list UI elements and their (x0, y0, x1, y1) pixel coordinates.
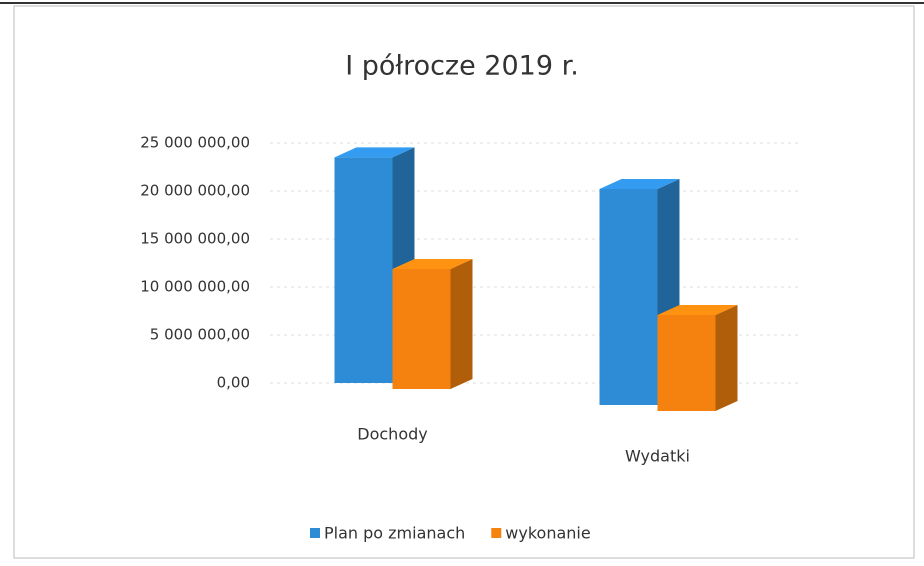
y-tick-label: 25 000 000,00 (140, 134, 250, 152)
bar (392, 269, 451, 389)
bar-top (599, 179, 680, 189)
y-tick-label: 5 000 000,00 (150, 326, 250, 344)
bar (599, 189, 658, 405)
y-tick-label: 0,00 (217, 374, 250, 392)
chart-title: I półrocze 2019 r. (345, 51, 579, 82)
bar (657, 315, 716, 411)
bar-side (450, 259, 473, 389)
bar-top (657, 305, 738, 315)
legend-swatch (491, 528, 502, 538)
legend-label: wykonanie (505, 524, 590, 543)
x-tick-label: Wydatki (625, 447, 690, 466)
legend-swatch (310, 528, 320, 538)
bar-side (715, 305, 738, 411)
x-tick-label: Dochody (357, 425, 427, 444)
bar (334, 157, 393, 383)
y-tick-label: 15 000 000,00 (140, 230, 250, 248)
y-tick-label: 10 000 000,00 (140, 278, 250, 296)
bar-top (334, 147, 415, 158)
bar-top (392, 259, 473, 269)
y-tick-label: 20 000 000,00 (140, 182, 250, 200)
legend-label: Plan po zmianach (324, 524, 465, 543)
